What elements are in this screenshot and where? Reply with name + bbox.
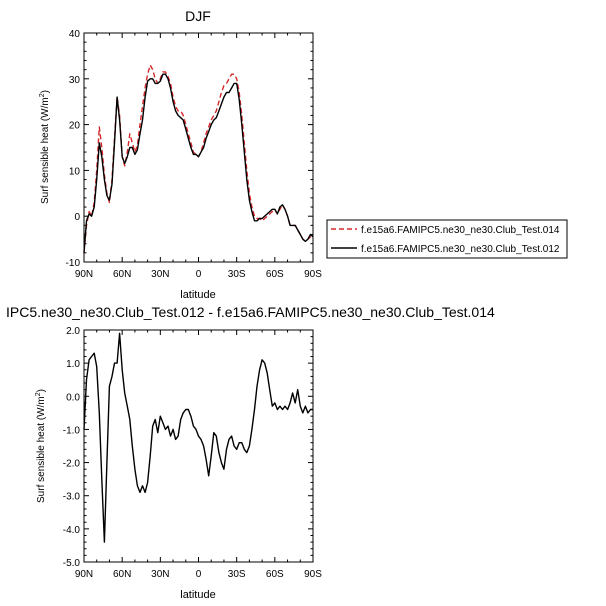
x-tick-label: 30S (228, 269, 246, 280)
y-tick-label: 2.0 (66, 326, 80, 337)
x-tick-label: 60S (266, 569, 284, 580)
y-tick-label: -4.0 (63, 525, 81, 536)
x-tick-label: 90S (304, 569, 322, 580)
x-tick-label: 60S (266, 269, 284, 280)
y-tick-label: -10 (66, 258, 81, 269)
bottom-y-axis: -5.0 -4.0 -3.0 -2.0 -1.0 0.0 1.0 2.0 (63, 326, 313, 569)
y-tick-label: 10 (69, 166, 81, 177)
y-tick-label: -3.0 (63, 492, 81, 503)
x-tick-label: 60N (113, 569, 131, 580)
series-line-2 (83, 73, 314, 253)
bottom-x-axis: 90N 60N 30N 0 30S 60S 90S (75, 330, 322, 580)
x-tick-label: 60N (113, 269, 131, 280)
series-line-1 (83, 332, 313, 543)
legend-label-series-1: f.e15a6.FAMIPC5.ne30_ne30.Club_Test.014 (361, 225, 560, 236)
x-tick-label: 90S (304, 269, 322, 280)
x-tick-label: 30N (151, 569, 169, 580)
top-x-axis-label: latitude (180, 289, 215, 301)
x-tick-label: 0 (196, 269, 202, 280)
top-plot-frame (83, 32, 314, 263)
y-tick-label: 0.0 (66, 392, 80, 403)
y-tick-label: 0 (74, 212, 80, 223)
series-line-1 (83, 64, 314, 253)
top-chart: DJF -10 0 10 20 30 40 90N 60N 30N 0 30S 60S 90S lat… (39, 8, 568, 301)
bottom-x-axis-label: latitude (180, 589, 215, 601)
y-tick-label: -5.0 (63, 558, 81, 569)
y-tick-label: 30 (69, 75, 81, 86)
y-tick-label: -1.0 (63, 425, 81, 436)
y-tick-label: 1.0 (66, 359, 80, 370)
top-y-axis-label: Surf sensible heat (W/m2) (39, 90, 51, 204)
x-tick-label: 30N (151, 269, 169, 280)
top-series-group (83, 64, 314, 253)
legend-label-series-2: f.e15a6.FAMIPC5.ne30_ne30.Club_Test.012 (361, 244, 560, 255)
x-tick-label: 90N (75, 569, 93, 580)
x-tick-label: 30S (228, 569, 246, 580)
top-x-axis: 90N 60N 30N 0 30S 60S 90S (75, 33, 322, 280)
bottom-chart-title: IPC5.ne30_ne30.Club_Test.012 - f.e15a6.F… (6, 304, 495, 320)
x-tick-label: 0 (196, 569, 202, 580)
legend-box (326, 219, 568, 259)
y-tick-label: 40 (69, 29, 81, 40)
top-y-axis: -10 0 10 20 30 40 (66, 29, 313, 269)
x-tick-label: 90N (75, 269, 93, 280)
bottom-y-axis-label: Surf sensible heat (W/m2) (35, 389, 47, 503)
legend: f.e15a6.FAMIPC5.ne30_ne30.Club_Test.014 … (326, 219, 568, 259)
y-tick-label: 20 (69, 121, 81, 132)
top-chart-title: DJF (185, 8, 211, 24)
bottom-chart: IPC5.ne30_ne30.Club_Test.012 - f.e15a6.F… (6, 304, 495, 601)
bottom-series-group (83, 332, 313, 543)
y-tick-label: -2.0 (63, 459, 81, 470)
bottom-plot-frame (83, 329, 314, 563)
